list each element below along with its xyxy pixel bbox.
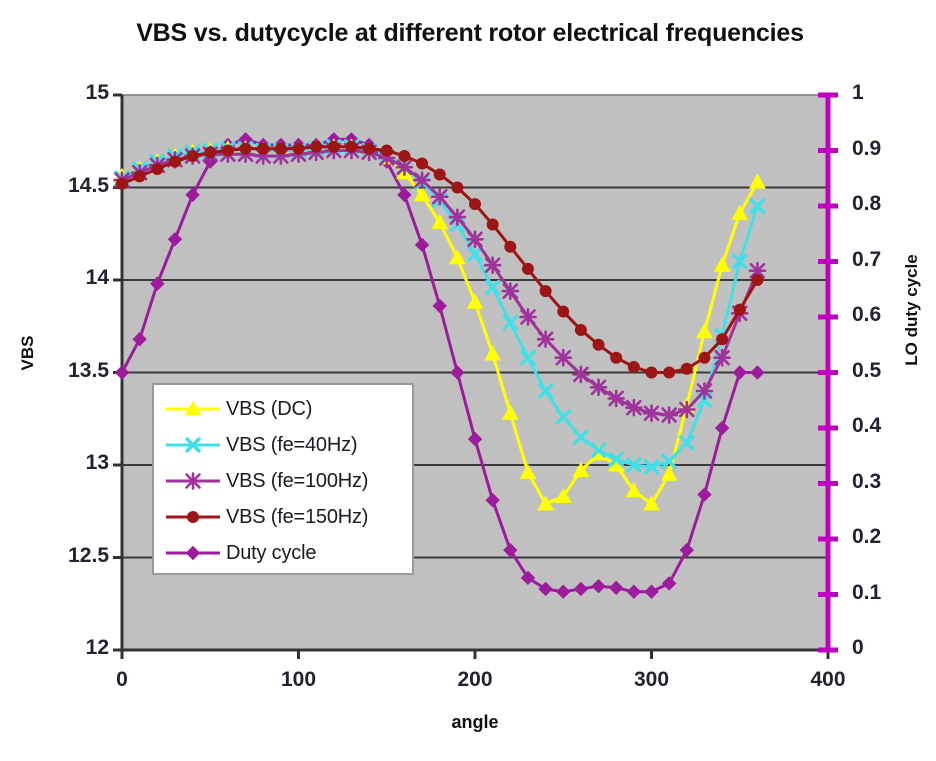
x-tick-label: 300 <box>633 668 670 691</box>
legend-swatch-vbs-dc <box>164 398 222 420</box>
y-tick-label: 13 <box>85 451 109 474</box>
y-tick-label: 14.5 <box>68 173 109 197</box>
legend-label-vbs-dc: VBS (DC) <box>226 397 313 420</box>
y2-tick-label: 0.9 <box>852 136 882 160</box>
y2-tick-label: 0.3 <box>852 469 882 493</box>
y-tick-label: 12.5 <box>68 543 109 567</box>
legend-label-vbs-fe100: VBS (fe=100Hz) <box>226 469 369 492</box>
legend-swatch-vbs-fe100 <box>164 470 222 492</box>
series-vbs-fe-150hz <box>116 140 764 379</box>
y2-tick-label: 0.7 <box>852 247 882 271</box>
legend-label-vbs-fe40: VBS (fe=40Hz) <box>226 433 358 456</box>
y2-tick-label: 0.1 <box>852 580 882 604</box>
x-axis-title: angle <box>451 712 499 732</box>
legend-swatch-duty-cycle <box>164 542 222 564</box>
legend-item: Duty cycle <box>154 535 412 571</box>
y2-tick-label: 0.8 <box>852 192 882 215</box>
y2-tick-label: 1 <box>852 81 864 104</box>
y2-tick-label: 0.4 <box>852 414 882 437</box>
legend-item: VBS (fe=150Hz) <box>154 499 412 535</box>
legend-label-duty-cycle: Duty cycle <box>226 541 317 564</box>
y-tick-label: 15 <box>85 81 109 104</box>
y-tick-label: 13.5 <box>68 358 109 382</box>
legend-swatch-vbs-fe150 <box>164 506 222 528</box>
x-tick-label: 200 <box>457 668 493 691</box>
y-tick-label: 12 <box>85 636 109 659</box>
chart-legend: VBS (DC) VBS (fe=40Hz) VBS (fe=100Hz) VB… <box>152 383 414 575</box>
y2-tick-label: 0.2 <box>852 525 882 548</box>
chart-title: VBS vs. dutycycle at different rotor ele… <box>136 19 804 47</box>
legend-item: VBS (fe=100Hz) <box>154 463 412 499</box>
y2-tick-label: 0.6 <box>852 303 882 326</box>
legend-item: VBS (fe=40Hz) <box>154 427 412 463</box>
y-tick-label: 14 <box>85 266 109 289</box>
legend-item: VBS (DC) <box>154 391 412 427</box>
legend-label-vbs-fe150: VBS (fe=150Hz) <box>226 505 369 528</box>
x-tick-label: 400 <box>810 668 846 691</box>
x-tick-label: 100 <box>280 668 317 691</box>
x-tick-label: 0 <box>116 668 128 691</box>
y2-tick-label: 0 <box>852 636 864 659</box>
legend-swatch-vbs-fe40 <box>164 434 222 456</box>
y2-tick-label: 0.5 <box>852 358 882 382</box>
